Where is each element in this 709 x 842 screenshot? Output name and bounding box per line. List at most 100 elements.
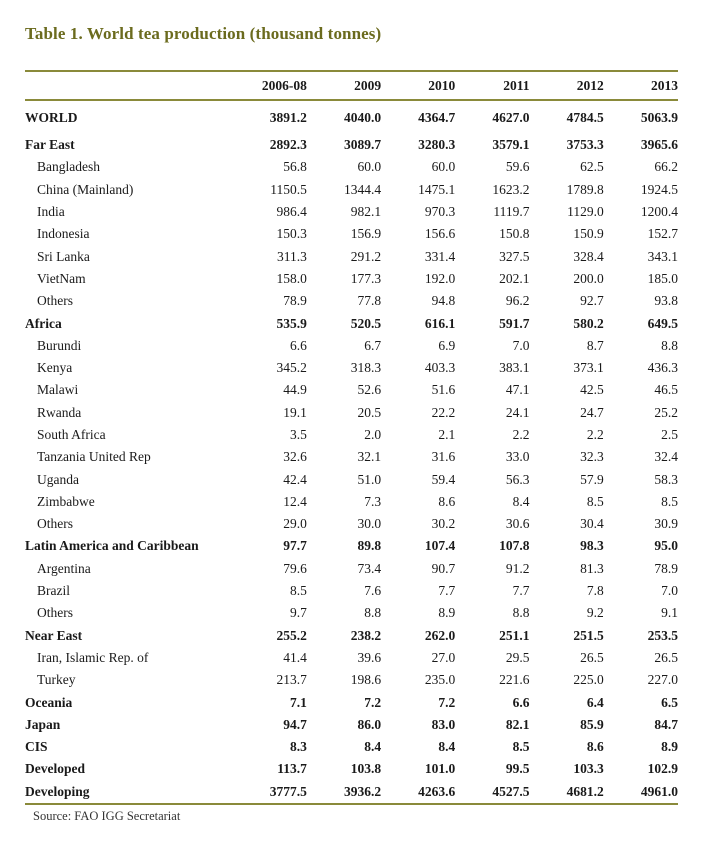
value-cell: 8.3	[289, 739, 307, 755]
value-cell: 33.0	[505, 449, 530, 465]
value-cell: 77.8	[357, 293, 382, 309]
value-cell: 6.6	[512, 694, 530, 710]
value-cell: 42.5	[580, 382, 604, 398]
table-row: Bangladesh 56.8 60.0 60.0 59.6 62.5 66.2	[25, 156, 678, 178]
table-row: Brazil 8.5 7.6 7.7 7.7 7.8 7.0	[25, 580, 678, 602]
value-cell: 7.2	[438, 694, 456, 710]
value-cell: 101.0	[424, 761, 456, 777]
table-row: Sri Lanka 311.3 291.2 331.4 327.5 328.4 343.1	[25, 245, 678, 267]
row-label: CIS	[25, 739, 48, 755]
value-cell: 46.5	[654, 382, 678, 398]
header-year-cell: 2011	[503, 77, 530, 93]
value-cell: 98.3	[580, 538, 604, 554]
value-cell: 311.3	[276, 248, 307, 264]
row-label: China (Mainland)	[37, 181, 134, 197]
value-cell: 251.1	[499, 627, 530, 643]
row-label: Iran, Islamic Rep. of	[37, 649, 149, 665]
value-cell: 520.5	[350, 315, 382, 331]
row-label: Kenya	[37, 360, 73, 376]
value-cell: 52.6	[357, 382, 382, 398]
row-label: Japan	[25, 716, 61, 732]
table-row: Far East 2892.3 3089.7 3280.3 3579.1 3753.3 39…	[25, 134, 678, 156]
value-cell: 26.5	[580, 649, 604, 665]
value-cell: 5063.9	[640, 109, 678, 125]
value-cell: 3753.3	[566, 137, 604, 153]
value-cell: 3.5	[289, 427, 307, 442]
value-cell: 96.2	[505, 293, 530, 309]
value-cell: 8.6	[438, 493, 456, 509]
row-label: Turkey	[37, 672, 76, 688]
value-cell: 7.7	[512, 583, 530, 599]
value-cell: 7.0	[661, 583, 678, 599]
value-cell: 42.4	[283, 471, 307, 487]
value-cell: 970.3	[424, 204, 456, 220]
value-cell: 7.0	[512, 337, 530, 353]
value-cell: 403.3	[424, 360, 456, 376]
value-cell: 78.9	[654, 560, 678, 576]
row-label: WORLD	[25, 109, 78, 125]
value-cell: 649.5	[647, 315, 678, 331]
value-cell: 60.0	[431, 159, 456, 175]
value-cell: 8.9	[438, 605, 456, 621]
value-cell: 383.1	[499, 360, 530, 376]
value-cell: 331.4	[424, 248, 456, 264]
value-cell: 4627.0	[492, 109, 530, 125]
value-cell: 57.9	[580, 471, 604, 487]
row-label: India	[37, 204, 65, 220]
value-cell: 60.0	[357, 159, 382, 175]
value-cell: 8.7	[586, 337, 604, 353]
value-cell: 32.1	[357, 449, 382, 465]
table-row: South Africa 3.5 2.0 2.1 2.2 2.2 2.5	[25, 424, 678, 446]
value-cell: 156.6	[424, 226, 456, 242]
value-cell: 95.0	[654, 538, 678, 554]
table-row: Oceania 7.1 7.2 7.2 6.6 6.4 6.5	[25, 691, 678, 713]
value-cell: 8.8	[661, 337, 678, 353]
table-row: Turkey 213.7 198.6 235.0 221.6 225.0 227.0	[25, 669, 678, 691]
header-year-cell: 2013	[651, 77, 678, 93]
value-cell: 85.9	[580, 716, 604, 732]
row-label: Africa	[25, 315, 62, 331]
value-cell: 81.3	[580, 560, 604, 576]
value-cell: 4784.5	[566, 109, 604, 125]
value-cell: 73.4	[357, 560, 382, 576]
table-row: Developing 3777.5 3936.2 4263.6 4527.5 4681.2…	[25, 781, 678, 804]
table-row: WORLD 3891.2 4040.0 4364.7 4627.0 4784.5 5063.…	[25, 100, 678, 134]
value-cell: 31.6	[431, 449, 456, 465]
value-cell: 2.0	[364, 427, 382, 442]
value-cell: 113.7	[277, 761, 307, 777]
value-cell: 3891.2	[269, 109, 307, 125]
row-label: Rwanda	[37, 404, 82, 420]
value-cell: 2892.3	[269, 137, 307, 153]
value-cell: 44.9	[283, 382, 307, 398]
value-cell: 6.9	[438, 337, 456, 353]
value-cell: 9.1	[661, 605, 678, 621]
value-cell: 4527.5	[492, 783, 530, 799]
value-cell: 79.6	[283, 560, 307, 576]
row-label: South Africa	[37, 427, 106, 442]
value-cell: 1200.4	[640, 204, 678, 220]
value-cell: 4961.0	[640, 783, 678, 799]
value-cell: 30.2	[431, 516, 456, 532]
value-cell: 41.4	[283, 649, 307, 665]
value-cell: 2.1	[438, 427, 456, 442]
value-cell: 94.7	[283, 716, 307, 732]
value-cell: 152.7	[647, 226, 678, 242]
value-cell: 1150.5	[270, 181, 307, 197]
value-cell: 198.6	[350, 672, 382, 688]
value-cell: 9.7	[289, 605, 307, 621]
value-cell: 8.5	[289, 583, 307, 599]
row-label: Brazil	[37, 583, 70, 599]
value-cell: 158.0	[276, 270, 307, 286]
value-cell: 58.3	[654, 471, 678, 487]
value-cell: 6.5	[661, 694, 678, 710]
row-label: Oceania	[25, 694, 73, 710]
row-label: Malawi	[37, 382, 79, 398]
row-label: VietNam	[37, 270, 86, 286]
value-cell: 982.1	[350, 204, 382, 220]
value-cell: 177.3	[350, 270, 382, 286]
value-cell: 7.7	[438, 583, 456, 599]
value-cell: 3089.7	[343, 137, 382, 153]
table-row: Zimbabwe 12.4 7.3 8.6 8.4 8.5 8.5	[25, 491, 678, 513]
value-cell: 20.5	[357, 404, 382, 420]
table-row: India 986.4 982.1 970.3 1119.7 1129.0 1200.4	[25, 201, 678, 223]
